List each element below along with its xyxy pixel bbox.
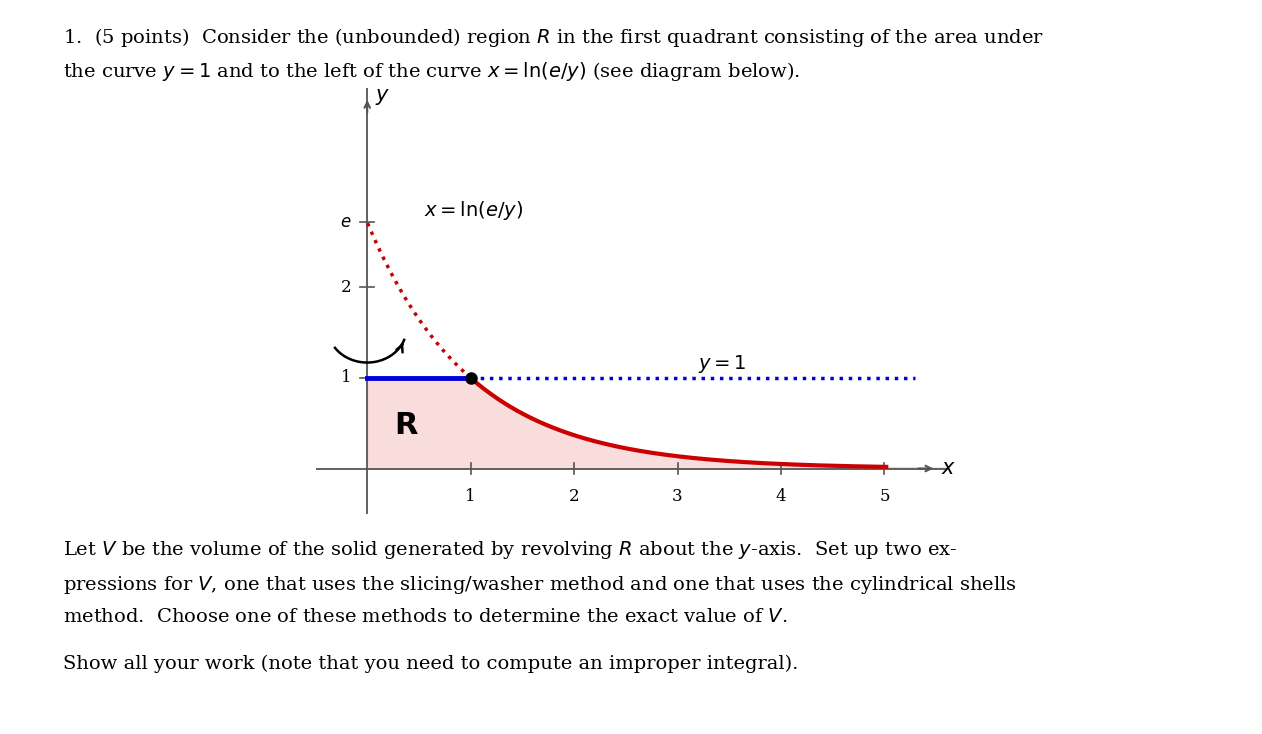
Text: method.  Choose one of these methods to determine the exact value of $V$.: method. Choose one of these methods to d…: [63, 608, 787, 627]
Text: $y$: $y$: [376, 87, 391, 107]
Text: 1.  (5 points)  Consider the (unbounded) region $R$ in the first quadrant consis: 1. (5 points) Consider the (unbounded) r…: [63, 26, 1044, 48]
Text: $x$: $x$: [941, 459, 957, 478]
Text: Let $V$ be the volume of the solid generated by revolving $R$ about the $y$-axis: Let $V$ be the volume of the solid gener…: [63, 539, 958, 562]
Text: 1: 1: [341, 369, 352, 386]
Text: 2: 2: [569, 488, 579, 506]
Text: 1: 1: [466, 488, 476, 506]
Text: pressions for $V$, one that uses the slicing/washer method and one that uses the: pressions for $V$, one that uses the sli…: [63, 574, 1017, 596]
Text: 5: 5: [880, 488, 890, 506]
Text: $\mathbf{R}$: $\mathbf{R}$: [394, 410, 419, 440]
Text: 4: 4: [776, 488, 786, 506]
Text: $x = \ln(e/y)$: $x = \ln(e/y)$: [424, 199, 524, 222]
Text: Show all your work (note that you need to compute an improper integral).: Show all your work (note that you need t…: [63, 655, 799, 673]
Text: $y = 1$: $y = 1$: [698, 353, 747, 375]
Text: the curve $y = 1$ and to the left of the curve $x = \ln(e/y)$ (see diagram below: the curve $y = 1$ and to the left of the…: [63, 60, 800, 83]
Text: 3: 3: [673, 488, 683, 506]
Text: 2: 2: [341, 279, 352, 296]
Text: $e$: $e$: [341, 214, 352, 230]
